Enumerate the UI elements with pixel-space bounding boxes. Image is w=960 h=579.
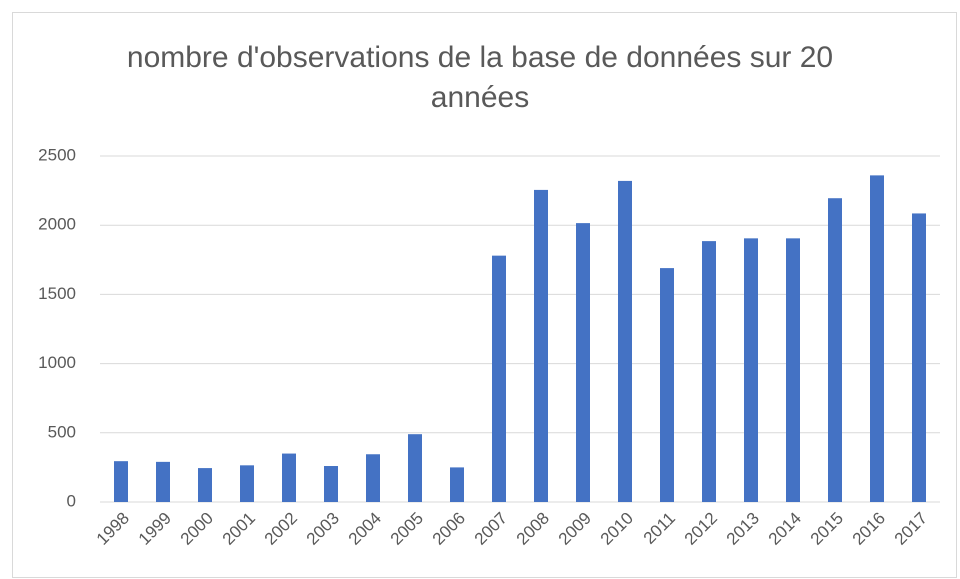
y-tick-label: 0 (67, 491, 76, 510)
bar (912, 213, 926, 502)
bar (534, 189, 548, 502)
x-tick-label: 1998 (93, 509, 133, 549)
bar (492, 255, 506, 502)
bar (744, 238, 758, 502)
bar (450, 467, 464, 502)
bar (408, 434, 422, 502)
x-tick-label: 2015 (807, 509, 847, 549)
x-tick-label: 2000 (177, 509, 217, 549)
x-tick-label: 2003 (303, 509, 343, 549)
x-tick-label: 2009 (555, 509, 595, 549)
x-tick-label: 2006 (429, 509, 469, 549)
x-tick-label: 2002 (261, 509, 301, 549)
x-tick-label: 2005 (387, 509, 427, 549)
bar (366, 454, 380, 502)
bar (282, 453, 296, 502)
bar (618, 180, 632, 503)
y-tick-label: 1000 (38, 353, 76, 372)
y-tick-label: 1500 (38, 284, 76, 303)
bar (786, 238, 800, 502)
x-tick-label: 2016 (849, 509, 889, 549)
chart-title: nombre d'observations de la base de donn… (126, 41, 834, 114)
y-tick-label: 2000 (38, 215, 76, 234)
bar (156, 461, 170, 502)
bar (324, 466, 338, 502)
bar (660, 268, 674, 502)
x-tick-label: 2004 (345, 509, 385, 549)
x-tick-label: 2010 (597, 509, 637, 549)
x-tick-label: 2014 (765, 509, 805, 549)
bar (114, 461, 128, 502)
bar (828, 198, 842, 502)
x-tick-label: 2013 (723, 509, 763, 549)
x-tick-label: 1999 (135, 509, 175, 549)
x-tick-label: 2012 (681, 509, 721, 549)
y-tick-label: 500 (48, 422, 76, 441)
x-tick-label: 2011 (640, 509, 679, 548)
bar (576, 223, 590, 502)
chart-frame (12, 12, 957, 578)
x-tick-label: 2007 (471, 509, 511, 549)
bar (240, 465, 254, 502)
bar (702, 241, 716, 502)
x-tick-label: 2001 (219, 509, 259, 549)
x-tick-label: 2017 (891, 509, 931, 549)
y-tick-label: 2500 (38, 145, 76, 164)
bar (870, 175, 884, 502)
x-tick-label: 2008 (513, 509, 553, 549)
bar (198, 468, 212, 502)
